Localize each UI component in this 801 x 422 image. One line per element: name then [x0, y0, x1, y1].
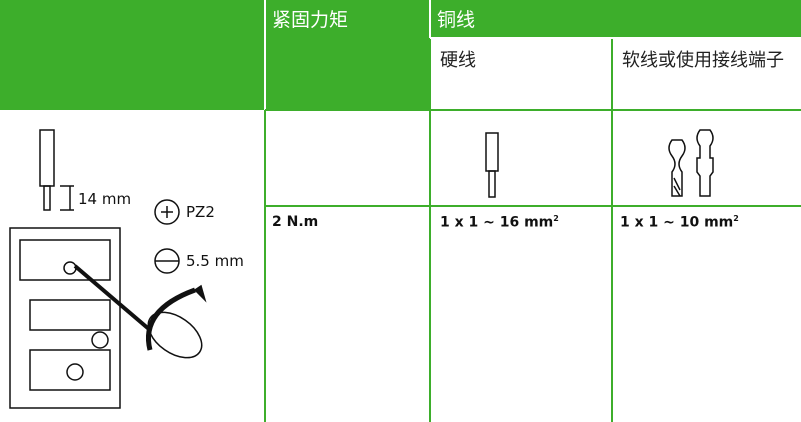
- header-copper: 铜线: [437, 9, 476, 31]
- solid-value: 1 x 1 ~ 16 mm2: [440, 214, 559, 231]
- header-solid: 硬线: [440, 50, 476, 71]
- flexible-sup: 2: [733, 214, 739, 223]
- screwdriver-flat: 5.5 mm: [186, 252, 244, 270]
- flexible-text: 1 x 1 ~ 10 mm: [620, 214, 734, 231]
- header-flexible: 软线或使用接线端子: [622, 50, 784, 71]
- screwdriver-pz: PZ2: [186, 203, 215, 221]
- strip-length: 14 mm: [78, 190, 132, 208]
- header-torque: 紧固力矩: [272, 9, 349, 31]
- torque-value: 2 N.m: [272, 214, 319, 230]
- flexible-value: 1 x 1 ~ 10 mm2: [620, 214, 739, 231]
- solid-text: 1 x 1 ~ 16 mm: [440, 214, 554, 231]
- solid-sup: 2: [553, 214, 559, 223]
